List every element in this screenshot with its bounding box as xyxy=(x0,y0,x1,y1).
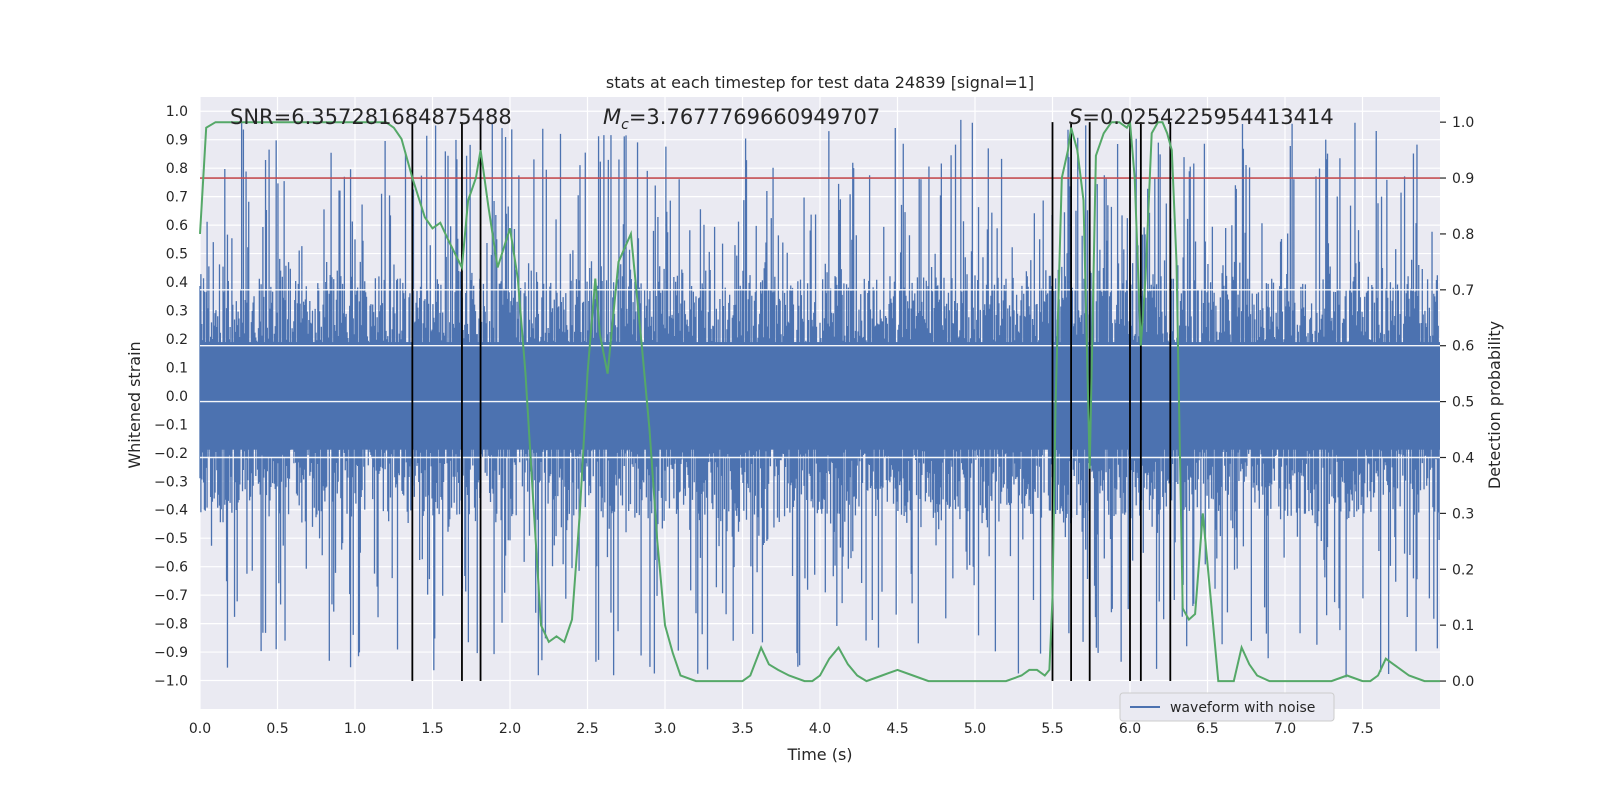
y2-tick-label: 0.6 xyxy=(1452,339,1474,355)
detection-probability-line xyxy=(199,118,1440,683)
y2-tick-label: 0.9 xyxy=(1452,171,1474,187)
s-value: =0.0254225954413414 xyxy=(1082,105,1333,129)
y2-tick-label: 0.3 xyxy=(1452,506,1474,522)
chirp-mass-annotation: Mc=3.7677769660949707 xyxy=(603,105,880,133)
y-tick-label: 0.8 xyxy=(166,161,188,177)
y-tick-label: 0.7 xyxy=(166,190,188,206)
legend-box xyxy=(1119,692,1335,722)
chart-title: stats at each timestep for test data 248… xyxy=(606,73,1034,92)
y-tick-label: −0.3 xyxy=(154,474,188,490)
x-tick-label: 7.5 xyxy=(1351,721,1373,737)
x-tick-label: 6.0 xyxy=(1119,721,1141,737)
x-tick-label: 3.5 xyxy=(731,721,753,737)
y-tick-label: −0.1 xyxy=(154,417,188,433)
y-tick-label: 1.0 xyxy=(166,104,188,120)
y-axis-ticks: 1.0 0.9 0.8 0.7 0.6 0.5 0.4 0.3 0.2 0.1 0.0 −0.1 −0.… xyxy=(154,104,188,689)
y2-tick-label: 0.7 xyxy=(1452,283,1474,299)
y-axis-label: Whitened strain xyxy=(125,341,144,468)
y-tick-label: −0.8 xyxy=(154,617,188,633)
x-tick-label: 0.5 xyxy=(266,721,288,737)
x-tick-label: 1.0 xyxy=(344,721,366,737)
y-tick-label: 0.5 xyxy=(166,247,188,263)
y-tick-label: 0.3 xyxy=(166,303,188,319)
snr-annotation: SNR=6.357281684875488 xyxy=(230,105,512,129)
y-tick-label: −0.7 xyxy=(154,588,188,604)
waveform-series xyxy=(199,119,1440,678)
x-axis-ticks: 0.0 0.5 1.0 1.5 2.0 2.5 3.0 3.5 4.0 4.5 5.0 5.5 6.0 6… xyxy=(189,721,1374,737)
y-tick-label: 0.2 xyxy=(166,332,188,348)
y2-tick-label: 0.2 xyxy=(1452,562,1474,578)
chirp-mass-symbol: M xyxy=(603,105,621,129)
detection-vlines xyxy=(411,122,1172,682)
y2-tick-label: 0.4 xyxy=(1452,450,1474,466)
y-tick-label: 0.0 xyxy=(166,389,188,405)
x-tick-label: 0.0 xyxy=(189,721,211,737)
legend: waveform with noise xyxy=(1119,692,1335,722)
x-tick-label: 4.0 xyxy=(809,721,831,737)
x-tick-label: 6.5 xyxy=(1196,721,1218,737)
y-tick-label: −0.2 xyxy=(154,446,188,462)
y-tick-label: −1.0 xyxy=(154,674,188,690)
x-tick-label: 3.0 xyxy=(654,721,676,737)
s-symbol: S xyxy=(1069,105,1082,129)
y2-axis-label: Detection probability xyxy=(1485,321,1504,489)
y2-tick-label: 0.0 xyxy=(1452,674,1474,690)
x-tick-label: 2.5 xyxy=(576,721,598,737)
x-tick-label: 1.5 xyxy=(421,721,443,737)
y-tick-label: 0.4 xyxy=(166,275,188,291)
chirp-mass-value: =3.7677769660949707 xyxy=(629,105,880,129)
y-tick-label: 0.9 xyxy=(166,133,188,149)
y2-tick-label: 0.5 xyxy=(1452,395,1474,411)
x-tick-label: 5.5 xyxy=(1041,721,1063,737)
y-tick-label: −0.4 xyxy=(154,503,188,519)
x-tick-label: 5.0 xyxy=(964,721,986,737)
y-tick-label: 0.6 xyxy=(166,218,188,234)
y-tick-label: −0.5 xyxy=(154,531,188,547)
y2-tick-label: 0.1 xyxy=(1452,618,1474,634)
waveform-core-band xyxy=(200,342,1440,450)
s-annotation: S=0.0254225954413414 xyxy=(1069,105,1334,129)
x-tick-label: 7.0 xyxy=(1274,721,1296,737)
y2-tick-label: 0.8 xyxy=(1452,227,1474,243)
probability-series xyxy=(199,118,1440,683)
y2-axis-ticks: 1.0 0.9 0.8 0.7 0.6 0.5 0.4 0.3 0.2 0.1 0.0 xyxy=(1440,115,1474,690)
x-tick-label: 2.0 xyxy=(499,721,521,737)
y-tick-label: −0.9 xyxy=(154,645,188,661)
chirp-mass-subscript: c xyxy=(621,117,629,133)
x-axis-label: Time (s) xyxy=(786,745,852,764)
y2-tick-label: 1.0 xyxy=(1452,115,1474,131)
legend-label: waveform with noise xyxy=(1170,700,1315,716)
y-tick-label: −0.6 xyxy=(154,560,188,576)
x-tick-label: 4.5 xyxy=(886,721,908,737)
y-tick-label: 0.1 xyxy=(166,360,188,376)
